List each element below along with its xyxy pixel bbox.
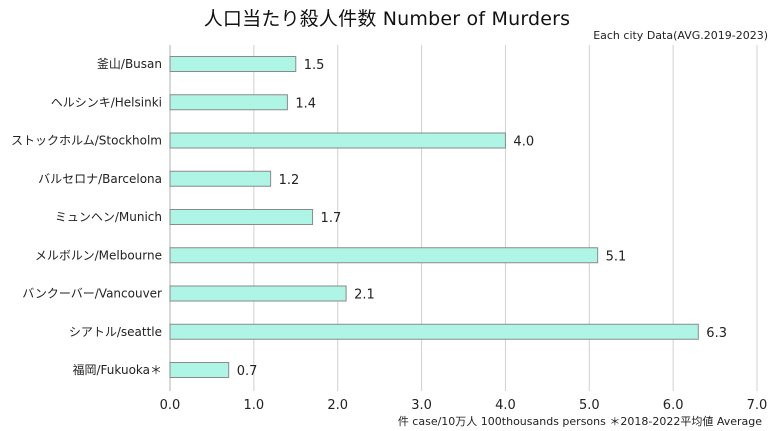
bar bbox=[169, 209, 314, 225]
value-label: 1.4 bbox=[295, 96, 316, 111]
value-label: 6.3 bbox=[706, 326, 727, 341]
category-label: 福岡/Fukuoka＊ bbox=[72, 362, 162, 377]
value-label: 0.7 bbox=[237, 364, 258, 379]
bar bbox=[169, 94, 288, 111]
bar bbox=[169, 247, 599, 264]
bar bbox=[169, 170, 272, 187]
x-tick-label: 2.0 bbox=[327, 398, 348, 413]
category-label: 釜山/Busan bbox=[97, 56, 162, 71]
value-label: 1.2 bbox=[279, 173, 300, 188]
x-tick-labels: 0.0 1.0 2.0 3.0 4.0 5.0 6.0 7.0 bbox=[160, 398, 768, 413]
value-labels: 1.5 1.4 4.0 1.2 1.7 5.1 2.1 6.3 0.7 bbox=[237, 58, 727, 379]
bars bbox=[169, 56, 699, 378]
x-axis-label: 件 case/10万人 100thousands persons ＊2018-2… bbox=[397, 415, 762, 428]
chart-subtitle: Each city Data(AVG.2019-2023) bbox=[593, 29, 768, 42]
bar bbox=[169, 362, 230, 378]
category-labels: 釜山/Busan ヘルシンキ/Helsinki ストックホルム/Stockholm バ… bbox=[11, 56, 162, 377]
x-tick-label: 6.0 bbox=[663, 398, 684, 413]
value-label: 2.1 bbox=[354, 288, 375, 303]
bar bbox=[169, 323, 699, 340]
x-tick-label: 1.0 bbox=[244, 398, 265, 413]
category-label: シアトル/seattle bbox=[69, 325, 162, 339]
x-tick-label: 5.0 bbox=[579, 398, 600, 413]
value-label: 5.1 bbox=[606, 249, 627, 264]
category-label: ストックホルム/Stockholm bbox=[11, 134, 162, 148]
value-label: 4.0 bbox=[513, 135, 534, 150]
x-tick-label: 3.0 bbox=[411, 398, 432, 413]
x-tick-label: 4.0 bbox=[495, 398, 516, 413]
value-label: 1.7 bbox=[321, 211, 342, 226]
x-tick-label: 0.0 bbox=[160, 398, 181, 413]
bar bbox=[169, 132, 506, 149]
chart-title: 人口当たり殺人件数 Number of Murders bbox=[203, 8, 571, 30]
value-label: 1.5 bbox=[304, 58, 325, 73]
category-label: ミュンヘン/Munich bbox=[55, 210, 162, 224]
category-label: ヘルシンキ/Helsinki bbox=[51, 95, 162, 109]
x-tick-label: 7.0 bbox=[747, 398, 768, 413]
category-label: メルボルン/Melbourne bbox=[35, 248, 162, 262]
bar bbox=[169, 285, 347, 302]
category-label: バンクーバー/Vancouver bbox=[22, 287, 162, 301]
category-label: バルセロナ/Barcelona bbox=[38, 172, 162, 186]
bar bbox=[169, 56, 297, 72]
